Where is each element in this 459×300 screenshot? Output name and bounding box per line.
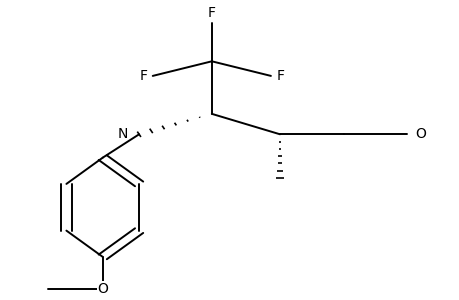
- Text: F: F: [139, 69, 147, 83]
- Text: O: O: [414, 127, 425, 141]
- Text: O: O: [97, 282, 108, 296]
- Text: F: F: [207, 6, 215, 20]
- Text: N: N: [117, 127, 128, 141]
- Text: F: F: [276, 69, 284, 83]
